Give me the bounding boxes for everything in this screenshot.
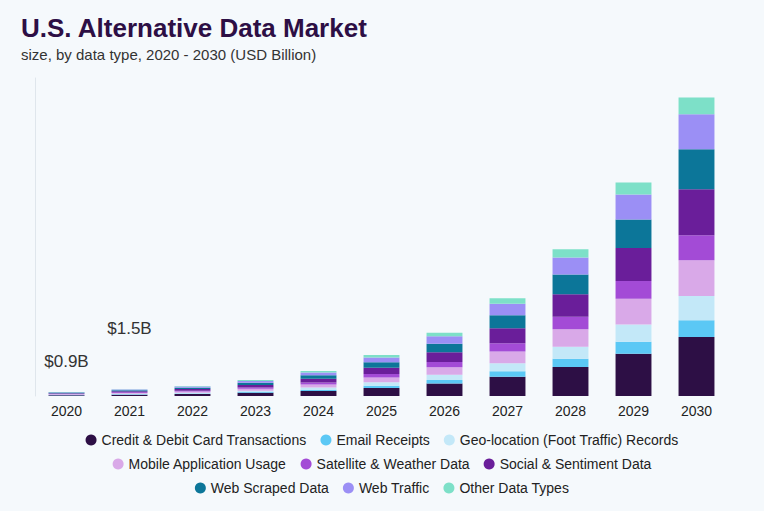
svg-text:2027: 2027 bbox=[492, 403, 523, 419]
svg-text:size, by data type, 2020 - 203: size, by data type, 2020 - 2030 (USD Bil… bbox=[21, 46, 316, 63]
svg-text:2022: 2022 bbox=[177, 403, 208, 419]
svg-text:2026: 2026 bbox=[429, 403, 460, 419]
svg-text:$1.5B: $1.5B bbox=[107, 319, 151, 338]
svg-text:Web Scraped Data: Web Scraped Data bbox=[211, 480, 329, 496]
svg-text:2020: 2020 bbox=[51, 403, 82, 419]
svg-text:Web Traffic: Web Traffic bbox=[359, 480, 429, 496]
svg-text:Mobile Application Usage: Mobile Application Usage bbox=[129, 456, 286, 472]
svg-text:2021: 2021 bbox=[114, 403, 145, 419]
svg-text:Other Data Types: Other Data Types bbox=[459, 480, 568, 496]
svg-text:Geo-location (Foot Traffic) Re: Geo-location (Foot Traffic) Records bbox=[460, 432, 678, 448]
svg-text:2025: 2025 bbox=[366, 403, 397, 419]
svg-text:Social & Sentiment Data: Social & Sentiment Data bbox=[500, 456, 652, 472]
svg-text:Satellite & Weather Data: Satellite & Weather Data bbox=[317, 456, 470, 472]
svg-text:U.S. Alternative Data Market: U.S. Alternative Data Market bbox=[21, 13, 367, 43]
svg-text:2029: 2029 bbox=[618, 403, 649, 419]
svg-text:2030: 2030 bbox=[681, 403, 712, 419]
svg-text:2028: 2028 bbox=[555, 403, 586, 419]
svg-text:2023: 2023 bbox=[240, 403, 271, 419]
svg-text:$0.9B: $0.9B bbox=[44, 352, 88, 371]
svg-text:2024: 2024 bbox=[303, 403, 334, 419]
svg-text:Email Receipts: Email Receipts bbox=[336, 432, 429, 448]
svg-text:Credit & Debit Card Transactio: Credit & Debit Card Transactions bbox=[102, 432, 307, 448]
